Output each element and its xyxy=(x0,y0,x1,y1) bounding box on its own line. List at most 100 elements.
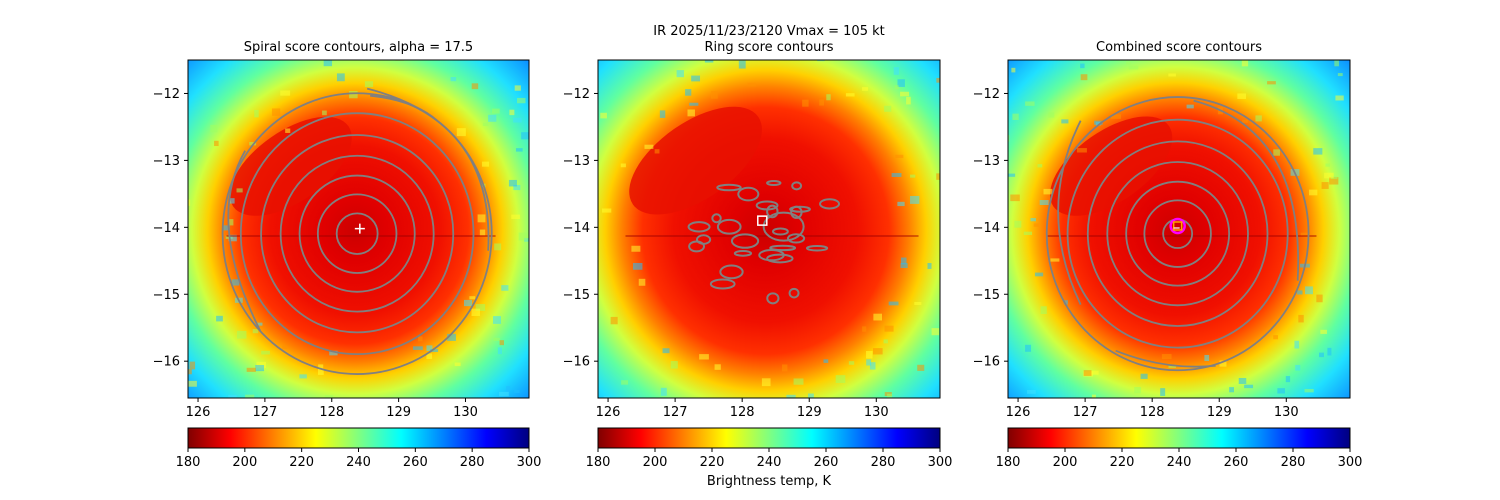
texture-cell xyxy=(955,150,964,155)
texture-cell xyxy=(873,313,883,321)
texture-cell xyxy=(1080,74,1088,81)
texture-cell xyxy=(409,23,417,27)
texture-cell xyxy=(923,40,927,48)
texture-cell xyxy=(584,265,589,269)
texture-cell xyxy=(515,148,523,152)
texture-cell xyxy=(1320,329,1327,334)
texture-cell xyxy=(447,333,456,341)
texture-cell xyxy=(786,394,796,398)
contour-arc xyxy=(1057,120,1082,306)
texture-cell xyxy=(1076,148,1087,153)
texture-cell xyxy=(1304,388,1314,393)
texture-cell xyxy=(1321,182,1329,189)
texture-cell xyxy=(564,62,572,68)
colorbar-label: Brightness temp, K xyxy=(707,474,832,489)
colorbar-tick-label: 300 xyxy=(1338,455,1363,470)
texture-cell xyxy=(1106,472,1114,477)
texture-cell xyxy=(497,347,502,355)
texture-cell xyxy=(488,114,497,122)
texture-cell xyxy=(901,257,907,265)
texture-cell xyxy=(1123,28,1128,35)
y-tick-label: −16 xyxy=(973,355,1000,370)
texture-cell xyxy=(1356,269,1360,273)
texture-cell xyxy=(471,308,480,316)
texture-cell xyxy=(1355,357,1361,361)
colorbar-tick-label: 180 xyxy=(996,455,1021,470)
texture-cell xyxy=(584,395,593,399)
texture-cell xyxy=(317,368,324,375)
texture-cell xyxy=(704,60,714,63)
texture-cell xyxy=(1273,149,1280,156)
texture-cell xyxy=(789,15,795,21)
texture-cell xyxy=(414,412,418,420)
texture-cell xyxy=(1267,81,1276,85)
contour-ring xyxy=(335,212,379,255)
texture-cell xyxy=(862,326,867,332)
texture-cell xyxy=(412,346,423,350)
colorbar-tick-label: 280 xyxy=(460,455,485,470)
texture-cell xyxy=(1124,15,1132,20)
contour-ring xyxy=(1106,161,1249,307)
y-tick-label: −12 xyxy=(563,87,590,102)
texture-cell xyxy=(1050,258,1060,262)
texture-cell xyxy=(281,419,289,424)
texture-cell xyxy=(941,117,947,123)
texture-cell xyxy=(174,245,182,248)
texture-cell xyxy=(826,94,831,101)
texture-cell xyxy=(506,385,511,392)
texture-cell xyxy=(715,15,724,21)
texture-cell xyxy=(1256,422,1263,428)
texture-cell xyxy=(536,361,542,368)
texture-cell xyxy=(891,173,902,177)
contour-blob xyxy=(716,218,742,235)
contour-blob xyxy=(719,264,744,280)
texture-cell xyxy=(917,364,925,371)
texture-cell xyxy=(699,354,709,360)
texture-cell xyxy=(600,112,607,119)
texture-cell xyxy=(307,449,311,454)
y-tick-label: −12 xyxy=(973,87,1000,102)
texture-cell xyxy=(883,339,888,344)
y-tick-label: −13 xyxy=(973,154,1000,169)
texture-cell xyxy=(888,301,899,306)
texture-cell xyxy=(231,24,236,31)
texture-cell xyxy=(995,173,1003,176)
texture-cell xyxy=(228,394,237,398)
texture-cell xyxy=(1295,364,1301,371)
texture-cell xyxy=(469,296,476,300)
contour-ring xyxy=(1045,96,1310,372)
texture-cell xyxy=(1242,119,1248,123)
x-tick-label: 128 xyxy=(319,405,344,420)
texture-cell xyxy=(603,395,610,398)
y-tick-label: −14 xyxy=(563,221,590,236)
texture-cell xyxy=(610,50,618,53)
x-tick-label: 129 xyxy=(1207,405,1232,420)
texture-cell xyxy=(1091,394,1096,398)
texture-cell xyxy=(910,195,920,204)
texture-cell xyxy=(662,348,670,354)
contour-ring xyxy=(1066,118,1289,349)
texture-cell xyxy=(384,459,388,462)
texture-cell xyxy=(1324,172,1334,179)
texture-cell xyxy=(654,149,660,154)
texture-cell xyxy=(1326,60,1337,61)
texture-cell xyxy=(426,353,433,359)
texture-cell xyxy=(632,262,643,270)
score-contours xyxy=(221,87,493,375)
texture-cell xyxy=(177,123,182,126)
texture-cell xyxy=(166,265,171,272)
texture-cell xyxy=(960,210,966,214)
texture-cell xyxy=(1309,189,1318,196)
colorbar-tick-label: 240 xyxy=(346,455,371,470)
center-marker-square xyxy=(757,215,768,226)
texture-cell xyxy=(1113,447,1122,455)
x-tick-label: 127 xyxy=(252,405,277,420)
panel-title: Spiral score contours, alpha = 17.5 xyxy=(244,40,473,55)
texture-cell xyxy=(1168,364,1176,368)
texture-cell xyxy=(782,364,788,372)
texture-cell xyxy=(255,365,265,372)
texture-cell xyxy=(426,345,433,351)
texture-cell xyxy=(475,304,486,311)
texture-cell xyxy=(482,161,490,167)
texture-cell xyxy=(1401,254,1407,261)
